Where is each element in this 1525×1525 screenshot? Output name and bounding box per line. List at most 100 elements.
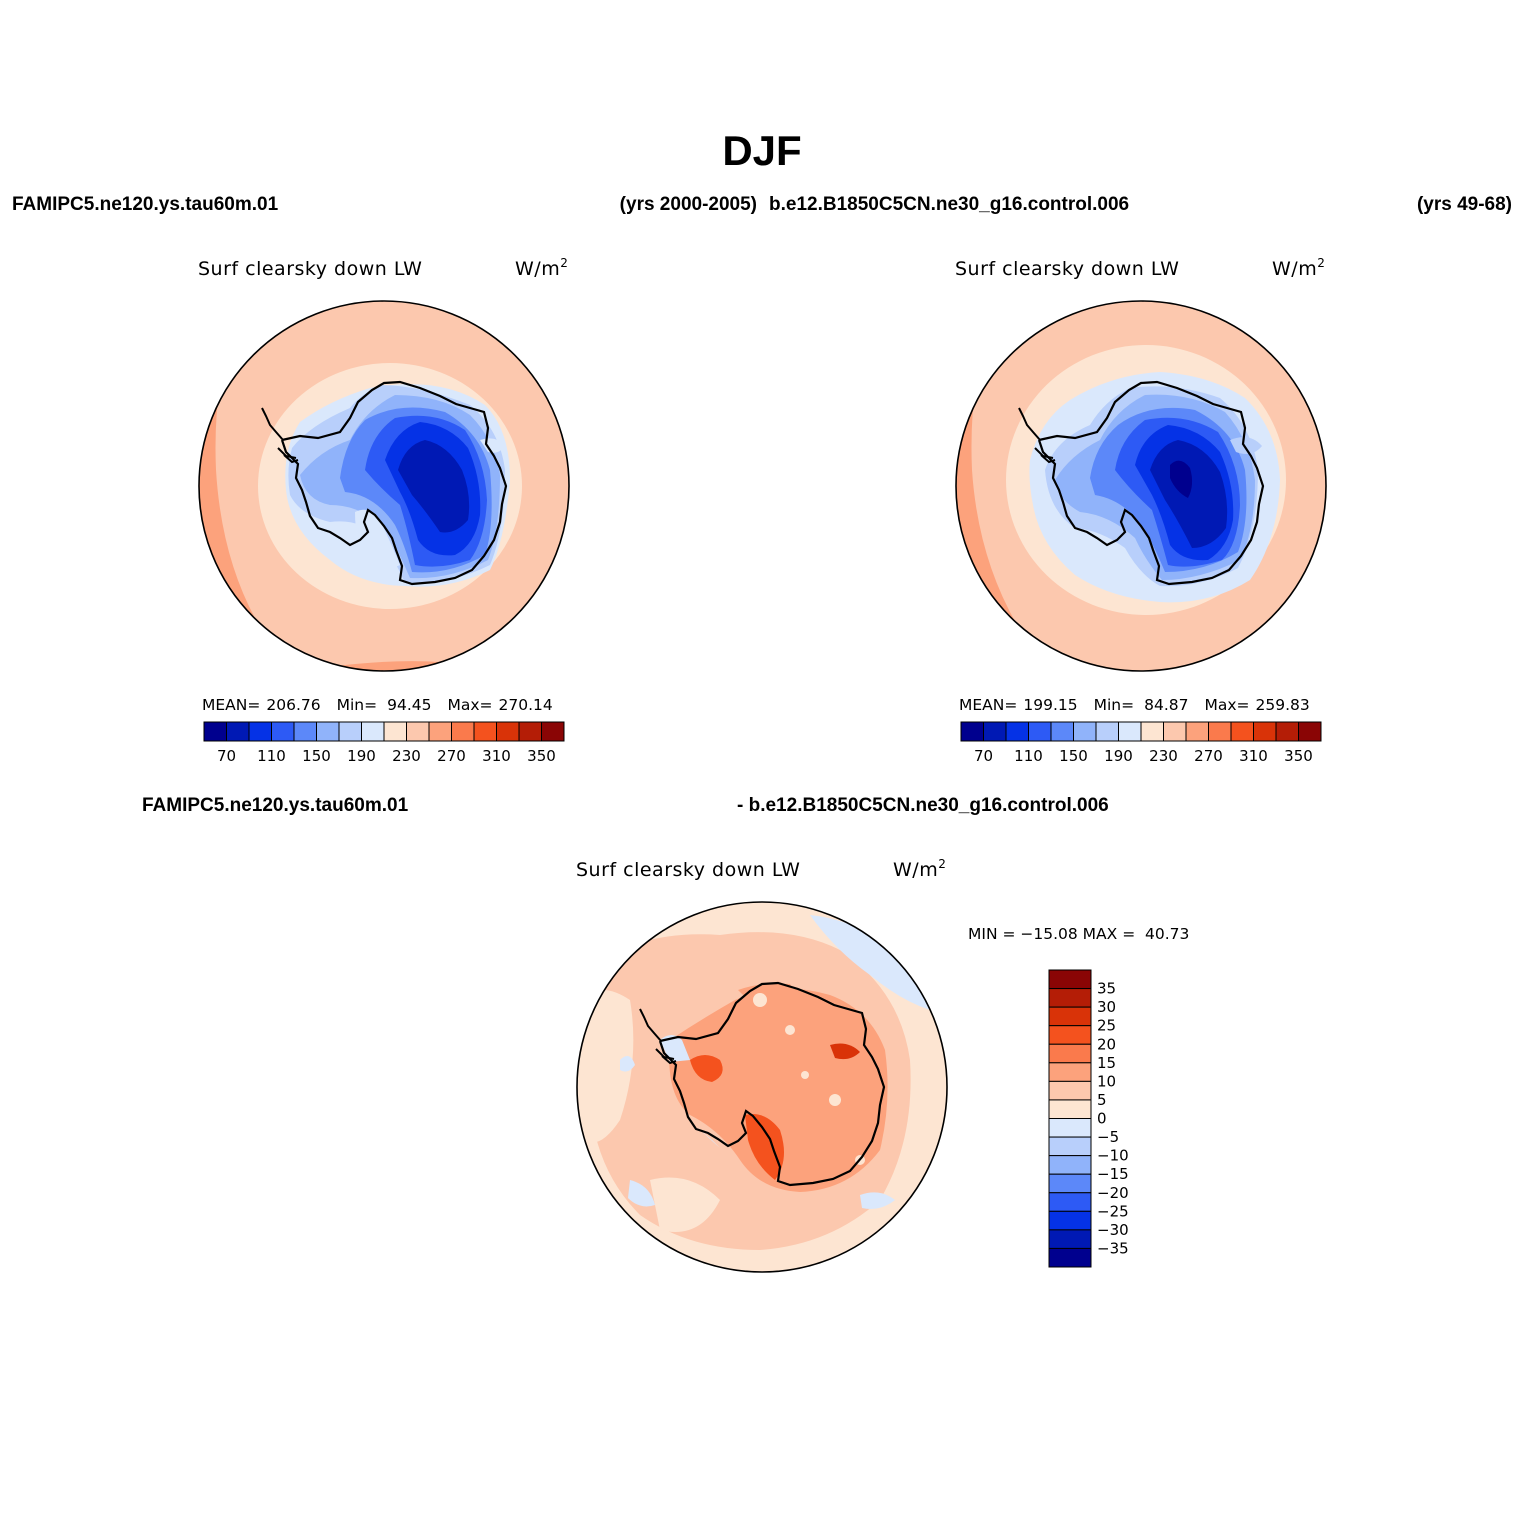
colorbar-case1-swatch — [383, 721, 407, 742]
colorbar-case1-swatch — [293, 721, 317, 742]
colorbar-case1-swatch — [226, 721, 250, 742]
colorbar-case1-swatch — [473, 721, 497, 742]
colorbar-diff-tick-label: −15 — [1097, 1165, 1129, 1183]
panel-case1-units: W/m2 — [515, 256, 568, 280]
colorbar-case1-swatch — [338, 721, 362, 742]
colorbar-diff-swatch — [1048, 1006, 1092, 1027]
colorbar-diff-tick-label: 15 — [1097, 1054, 1116, 1072]
colorbar-diff-swatch — [1048, 1247, 1092, 1268]
map-border-case1 — [198, 300, 570, 672]
colorbar-case2-swatch — [1050, 721, 1074, 742]
colorbar-case2-swatch — [1230, 721, 1254, 742]
colorbar-case2-swatch — [983, 721, 1007, 742]
colorbar-case1-tick-label: 270 — [437, 747, 466, 765]
colorbar-case2-swatch — [1118, 721, 1142, 742]
map-border-diff — [576, 901, 948, 1273]
colorbar-case2-tick-label: 150 — [1059, 747, 1088, 765]
colorbar-case1-swatch — [361, 721, 385, 742]
colorbar-case2-tick-label: 190 — [1104, 747, 1133, 765]
colorbar-diff-swatch — [1048, 1210, 1092, 1231]
colorbar-diff-swatch — [1048, 1118, 1092, 1138]
polar-map-case2 — [956, 301, 1326, 671]
colorbar-diff-swatch — [1048, 969, 1092, 990]
colorbar-case2: 70 110 150 190 230 270 310 350 — [960, 721, 1322, 765]
colorbar-diff-tick-label: 35 — [1097, 980, 1116, 998]
colorbar-case1-swatch — [541, 721, 565, 742]
polar-map-case1 — [199, 301, 569, 671]
colorbar-diff-swatch — [1048, 1192, 1092, 1212]
colorbar-case2-tick-label: 270 — [1194, 747, 1223, 765]
colorbar-diff-tick-label: −5 — [1097, 1128, 1119, 1146]
colorbar-case1-swatch — [271, 721, 295, 742]
colorbar-case1: 70 110 150 190 230 270 310 350 — [203, 721, 565, 765]
colorbar-case1-tick-label: 110 — [257, 747, 286, 765]
colorbar-case2-swatch — [1208, 721, 1232, 742]
colorbar-case2-swatch — [1163, 721, 1187, 742]
colorbar-diff-tick-label: −10 — [1097, 1147, 1129, 1165]
colorbar-case1-tick-label: 350 — [527, 747, 556, 765]
colorbar-case1-swatch — [428, 721, 452, 742]
colorbar-case2-tick-label: 230 — [1149, 747, 1178, 765]
colorbar-case1-swatch — [406, 721, 430, 742]
figure-title: DJF — [722, 127, 801, 174]
colorbar-case2-swatch — [1095, 721, 1119, 742]
colorbar-diff-tick-label: 25 — [1097, 1017, 1116, 1035]
colorbar-diff-tick-label: −35 — [1097, 1239, 1129, 1257]
colorbar-diff-swatch — [1048, 1136, 1092, 1157]
peninsula-coastline-diff — [639, 1008, 677, 1065]
colorbar-case1-swatch — [496, 721, 520, 742]
colorbar-case1-tick-label: 230 — [392, 747, 421, 765]
colorbar-case2-tick-label: 70 — [974, 747, 993, 765]
peninsula-coastline-case1 — [261, 407, 299, 464]
polar-map-diff — [577, 902, 947, 1272]
antarctica-coastline-case2 — [1037, 380, 1265, 586]
case1-name: FAMIPC5.ne120.ys.tau60m.01 — [12, 194, 279, 215]
panel-case2-stats: MEAN= 199.15 Min= 84.87 Max= 259.83 — [959, 696, 1310, 714]
panel-case2-units: W/m2 — [1272, 256, 1325, 280]
colorbar-case2-swatch — [1275, 721, 1299, 742]
colorbar-case2-tick-label: 350 — [1284, 747, 1313, 765]
colorbar-diff-tick-label: 20 — [1097, 1035, 1116, 1053]
colorbar-case2-swatch — [1185, 721, 1209, 742]
antarctica-coastline-diff — [658, 981, 886, 1187]
case1-years: (yrs 2000-2005) — [620, 194, 757, 215]
colorbar-diff-tick-label: −25 — [1097, 1202, 1129, 1220]
panel-case2: Surf clearsky down LW W/m2 MEAN= 199.15 Mi… — [955, 256, 1327, 765]
colorbar-diff-swatch — [1048, 1025, 1092, 1045]
colorbar-case2-swatch — [1140, 721, 1164, 742]
colorbar-case2-swatch — [1253, 721, 1277, 742]
colorbar-case1-tick-label: 310 — [482, 747, 511, 765]
colorbar-case2-tick-label: 110 — [1014, 747, 1043, 765]
colorbar-diff-swatch — [1048, 988, 1092, 1008]
panel-case1: Surf clearsky down LW W/m2 MEAN= 206.76 Mi… — [198, 256, 570, 765]
case2-years: (yrs 49-68) — [1417, 194, 1512, 215]
colorbar-case1-swatch — [518, 721, 542, 742]
colorbar-diff-tick-label: −30 — [1097, 1221, 1129, 1239]
panel-diff-range: MIN = −15.08 MAX = 40.73 — [968, 925, 1189, 943]
colorbar-diff-swatch — [1048, 1080, 1092, 1101]
colorbar-diff-swatch — [1048, 1099, 1092, 1119]
colorbar-diff-tick-label: 0 — [1097, 1110, 1107, 1128]
colorbar-case1-swatch — [451, 721, 475, 742]
colorbar-diff-tick-label: 30 — [1097, 998, 1116, 1016]
panel-case2-variable: Surf clearsky down LW — [955, 258, 1179, 280]
colorbar-diff-swatch — [1048, 1229, 1092, 1249]
colorbar-diff-swatch — [1048, 1043, 1092, 1064]
colorbar-case1-tick-label: 70 — [217, 747, 236, 765]
case2-name: b.e12.B1850C5CN.ne30_g16.control.006 — [769, 194, 1129, 215]
colorbar-case2-swatch — [1005, 721, 1029, 742]
diff-left-label: FAMIPC5.ne120.ys.tau60m.01 — [142, 795, 409, 816]
colorbar-case2-swatch — [1298, 721, 1322, 742]
panel-case1-stats: MEAN= 206.76 Min= 94.45 Max= 270.14 — [202, 696, 553, 714]
colorbar-diff-swatch — [1048, 1062, 1092, 1082]
map-border-case2 — [955, 300, 1327, 672]
panel-diff-variable: Surf clearsky down LW — [576, 859, 800, 881]
colorbar-case1-tick-label: 190 — [347, 747, 376, 765]
peninsula-coastline-case2 — [1018, 407, 1056, 464]
diff-right-label: - b.e12.B1850C5CN.ne30_g16.control.006 — [737, 795, 1109, 816]
colorbar-case2-tick-label: 310 — [1239, 747, 1268, 765]
colorbar-diff-tick-label: 10 — [1097, 1072, 1116, 1090]
colorbar-diff-tick-label: −20 — [1097, 1184, 1129, 1202]
colorbar-diff-tick-label: 5 — [1097, 1091, 1107, 1109]
